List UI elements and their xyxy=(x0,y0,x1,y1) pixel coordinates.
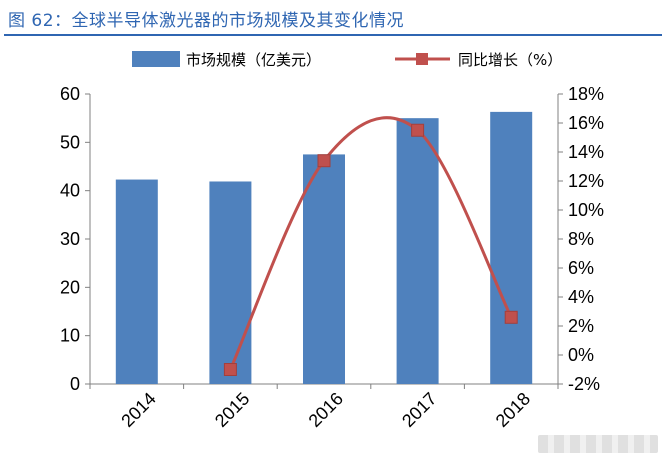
right-tick-label: 18% xyxy=(568,84,604,104)
x-tick-label: 2016 xyxy=(305,389,347,431)
right-tick-label: 0% xyxy=(568,345,594,365)
bar-2015 xyxy=(209,181,252,384)
left-tick-label: 30 xyxy=(60,229,80,249)
growth-marker-2018 xyxy=(504,310,518,324)
title-divider xyxy=(4,34,662,36)
bar-2017 xyxy=(396,118,439,385)
x-tick-label: 2015 xyxy=(211,389,253,431)
x-tick-label: 2014 xyxy=(117,389,159,431)
legend: 市场规模（亿美元） 同比增长（%） xyxy=(132,51,562,69)
x-tick-label: 2018 xyxy=(492,389,534,431)
right-tick-label: 4% xyxy=(568,287,594,307)
legend-label-market: 市场规模（亿美元） xyxy=(186,51,321,69)
left-tick-label: 50 xyxy=(60,132,80,152)
growth-line-path xyxy=(229,116,513,371)
left-tick-label: 0 xyxy=(70,374,80,394)
right-tick-label: 8% xyxy=(568,229,594,249)
right-tick-label: 14% xyxy=(568,142,604,162)
bar-2018 xyxy=(490,111,533,384)
bar-2014 xyxy=(115,179,158,384)
right-tick-label: 10% xyxy=(568,200,604,220)
x-tick-label: 2017 xyxy=(398,389,440,431)
left-tick-label: 60 xyxy=(60,84,80,104)
right-tick-label: 6% xyxy=(568,258,594,278)
bars xyxy=(115,111,533,385)
growth-marker-2015 xyxy=(223,363,237,376)
legend-swatch-bar xyxy=(132,51,180,67)
legend-label-growth: 同比增长（%） xyxy=(458,51,562,69)
left-tick-label: 10 xyxy=(60,326,80,346)
page-title: 图 62：全球半导体激光器的市场规模及其变化情况 xyxy=(8,11,405,31)
right-tick-label: 2% xyxy=(568,316,594,336)
right-tick-label: 12% xyxy=(568,171,604,191)
growth-marker-2017 xyxy=(411,123,425,137)
legend-swatch-marker xyxy=(416,53,428,65)
watermark xyxy=(538,435,658,453)
right-tick-label: -2% xyxy=(568,374,600,394)
left-tick-label: 40 xyxy=(60,181,80,201)
growth-marker-2016 xyxy=(317,154,331,168)
growth-line xyxy=(223,116,518,376)
left-tick-label: 20 xyxy=(60,277,80,297)
bar-2016 xyxy=(303,154,345,384)
right-tick-label: 16% xyxy=(568,113,604,133)
